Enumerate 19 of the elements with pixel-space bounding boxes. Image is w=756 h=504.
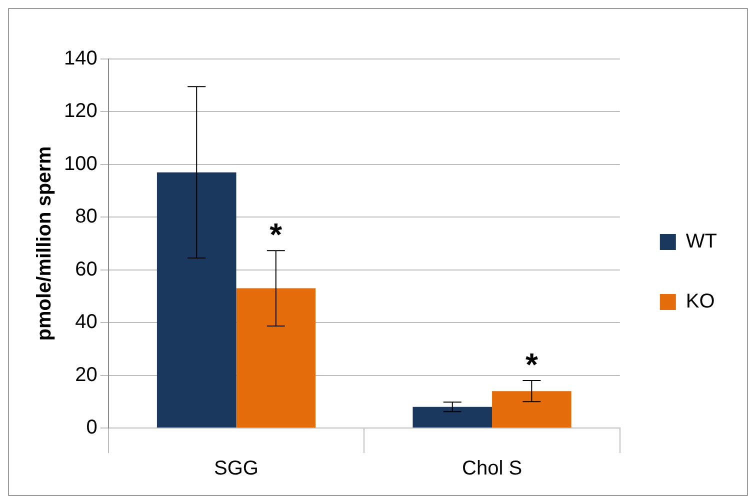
annotation: * (270, 216, 283, 252)
y-tick-label: 140 (64, 48, 98, 70)
bar (236, 288, 316, 428)
legend-label: WT (686, 230, 717, 253)
x-tick-label: SGG (214, 458, 258, 480)
bar (492, 391, 572, 428)
bar (156, 172, 236, 428)
y-tick-label: 120 (64, 100, 98, 122)
bar (412, 406, 492, 428)
y-tick-label: 40 (75, 311, 98, 334)
y-tick-label: 100 (64, 152, 98, 175)
y-tick-label: 20 (75, 364, 98, 386)
y-axis-title: pmole/million sperm (34, 146, 56, 341)
legend-label: KO (686, 290, 715, 313)
annotation: * (525, 346, 538, 382)
y-tick-label: 60 (75, 258, 98, 280)
y-tick-label: 80 (75, 206, 98, 228)
x-tick-label: Chol S (462, 458, 522, 480)
y-tick-label: 0 (86, 416, 98, 439)
